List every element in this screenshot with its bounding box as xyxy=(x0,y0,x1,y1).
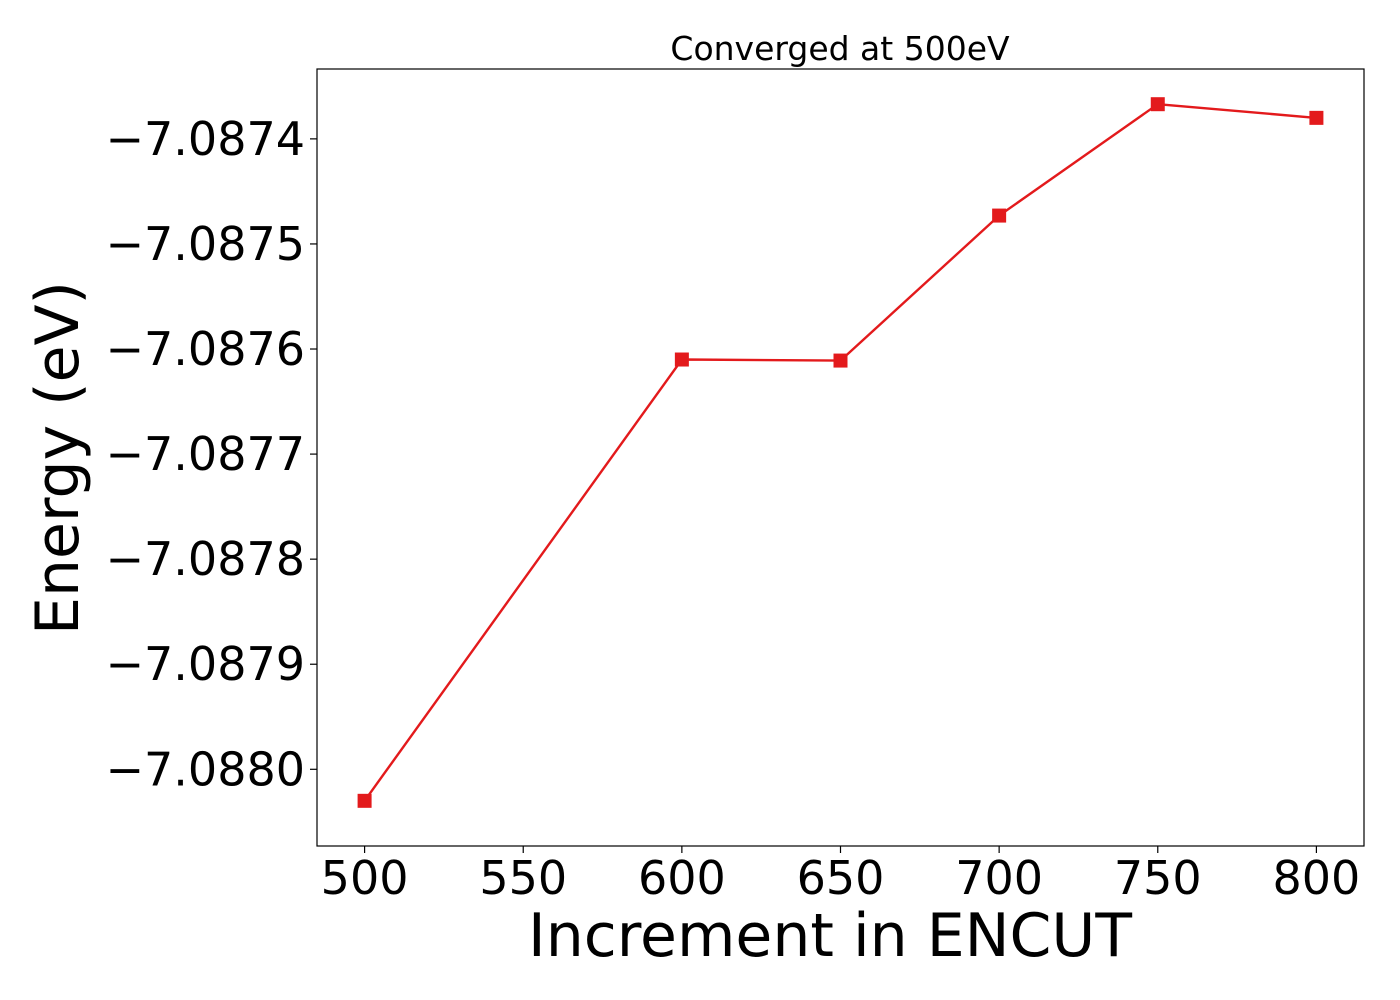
x-axis: 500 550 600 650 700 750 800 xyxy=(321,846,1361,905)
data-point xyxy=(1150,97,1165,112)
plot-frame xyxy=(316,68,1365,847)
x-tick-label: 700 xyxy=(955,851,1043,905)
x-tick-label: 550 xyxy=(479,851,567,905)
plot-area xyxy=(357,97,1324,808)
y-tick-label: −7.0875 xyxy=(106,217,306,271)
y-tick-label: −7.0879 xyxy=(106,637,306,691)
y-axis: −7.0880 −7.0879 −7.0878 −7.0877 −7.0876 −7.08… xyxy=(106,112,317,796)
y-axis-label: Energy (eV) xyxy=(23,281,93,635)
y-tick-label: −7.0874 xyxy=(106,112,306,166)
series-line xyxy=(363,102,1317,802)
data-point xyxy=(1309,110,1324,125)
y-tick-label: −7.0878 xyxy=(106,532,306,586)
data-point xyxy=(833,353,848,368)
y-tick-label: −7.0877 xyxy=(106,427,306,481)
x-tick-label: 650 xyxy=(797,851,885,905)
data-point xyxy=(674,352,689,367)
x-axis-label: Increment in ENCUT xyxy=(528,901,1132,971)
y-tick-label: −7.0880 xyxy=(106,742,306,796)
x-tick-label: 800 xyxy=(1273,851,1361,905)
x-tick-label: 600 xyxy=(638,851,726,905)
chart-title: Converged at 500eV xyxy=(670,29,1010,68)
data-point xyxy=(357,793,372,808)
y-tick-label: −7.0876 xyxy=(106,322,306,376)
data-point xyxy=(992,208,1007,223)
x-tick-label: 750 xyxy=(1114,851,1202,905)
x-tick-label: 500 xyxy=(321,851,409,905)
